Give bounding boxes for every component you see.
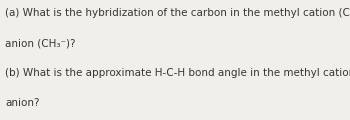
Text: (a) What is the hybridization of the carbon in the methyl cation (CH₃⁺) and in t: (a) What is the hybridization of the car…	[5, 8, 350, 18]
Text: (b) What is the approximate H-C-H bond angle in the methyl cation and in the met: (b) What is the approximate H-C-H bond a…	[5, 68, 350, 78]
Text: anion?: anion?	[5, 98, 40, 108]
Text: anion (CH₃⁻)?: anion (CH₃⁻)?	[5, 38, 76, 48]
